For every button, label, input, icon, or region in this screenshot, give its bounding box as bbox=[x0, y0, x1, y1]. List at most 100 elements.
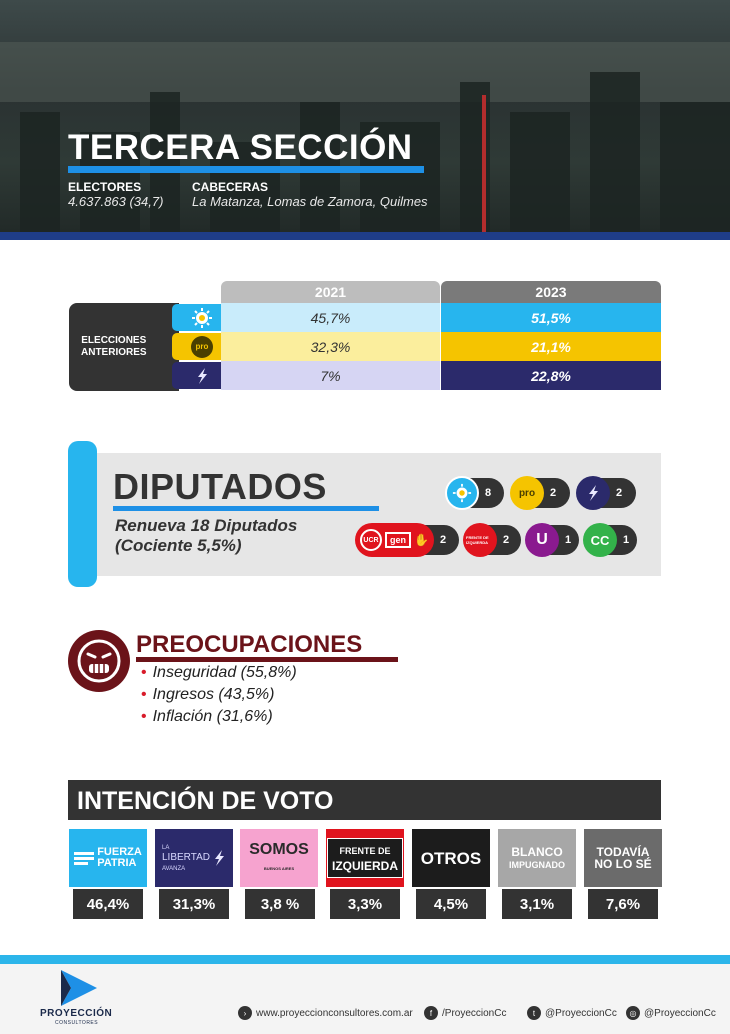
logo-text: OTROS bbox=[420, 848, 482, 868]
cc-icon: CC bbox=[583, 523, 617, 557]
cell-2021-row2: 32,3% bbox=[221, 332, 440, 361]
preocupacion-text: Inflación (31,6%) bbox=[152, 708, 273, 725]
logo-text: LA bbox=[162, 845, 170, 852]
diputados-subtitle-2: (Cociente 5,5%) bbox=[115, 536, 242, 555]
libertad-avanza-icon: LA LIBERTAD AVANZA bbox=[155, 829, 233, 887]
footer bbox=[0, 964, 730, 1034]
proyeccion-logo-icon bbox=[57, 968, 101, 1013]
logo-text: PATRIA bbox=[97, 857, 137, 869]
seat-count: 2 bbox=[616, 487, 623, 499]
preocupacion-item: • Inflación (31,6%) bbox=[141, 708, 273, 725]
seat-badge-u: U 1 bbox=[525, 523, 579, 557]
twitter-link[interactable]: t @ProyeccionCc bbox=[527, 1006, 617, 1020]
twitter-text: @ProyeccionCc bbox=[545, 1007, 617, 1019]
seat-count: 2 bbox=[550, 487, 557, 499]
preocupacion-text: Inseguridad (55,8%) bbox=[152, 664, 297, 681]
vote-pct-fuerza-patria: 46,4% bbox=[73, 889, 143, 919]
vote-pct-libertad-avanza: 31,3% bbox=[159, 889, 229, 919]
seat-badge-frente-izquierda: FRENTE DE IZQUIERDA 2 bbox=[463, 523, 521, 557]
vote-pct-blanco: 3,1% bbox=[502, 889, 572, 919]
electores-label: ELECTORES bbox=[68, 180, 142, 194]
hero-banner bbox=[0, 0, 730, 232]
libertad-icon bbox=[576, 476, 610, 510]
seat-count: 1 bbox=[565, 534, 572, 546]
footer-band bbox=[0, 955, 730, 964]
seat-badge-ucr-gen: UCR gen ✋ 2 bbox=[355, 523, 459, 557]
year-2021-header: 2021 bbox=[221, 281, 440, 303]
seat-count: 2 bbox=[503, 534, 510, 546]
diputados-title: DIPUTADOS bbox=[113, 466, 327, 507]
diputados-accent bbox=[68, 441, 97, 587]
year-2023-header: 2023 bbox=[441, 281, 661, 303]
seat-badge-sun: 8 bbox=[445, 476, 504, 510]
vote-pct-nose: 7,6% bbox=[588, 889, 658, 919]
preocupacion-text: Ingresos (43,5%) bbox=[152, 686, 275, 703]
preocupaciones-underline bbox=[136, 657, 398, 662]
frente-izquierda-icon: FRENTE DE IZQUIERDA bbox=[463, 523, 497, 557]
seat-count: 2 bbox=[439, 534, 447, 546]
cell-2023-row1: 51,5% bbox=[441, 303, 661, 332]
sun-icon bbox=[445, 476, 479, 510]
brand-sub: CONSULTORES bbox=[55, 1020, 99, 1026]
logo-text: FUERZA bbox=[97, 846, 142, 858]
pro-icon-text: pro bbox=[191, 335, 213, 358]
page-title: TERCERA SECCIÓN bbox=[68, 128, 413, 167]
cell-2021-row3: 7% bbox=[221, 361, 440, 390]
gen-text: gen bbox=[385, 532, 412, 548]
cabeceras-label: CABECERAS bbox=[192, 180, 269, 194]
seat-badge-libertad: 2 bbox=[576, 476, 636, 510]
blanco-icon: BLANCO IMPUGNADO bbox=[498, 829, 576, 887]
arrow-right-icon: › bbox=[238, 1006, 252, 1020]
twitter-icon: t bbox=[527, 1006, 541, 1020]
logo-text: LIBERTAD bbox=[162, 851, 210, 863]
logo-text: BLANCO bbox=[511, 845, 563, 859]
logo-text: BUENOS AIRES bbox=[263, 866, 295, 871]
pro-icon: pro bbox=[510, 476, 544, 510]
instagram-link[interactable]: ◎ @ProyeccionCc bbox=[626, 1006, 716, 1020]
seat-count: 1 bbox=[623, 534, 630, 546]
hero-divider bbox=[0, 232, 730, 240]
logo-text: NO LO SÉ bbox=[594, 857, 652, 871]
logo-text: IMPUGNADO bbox=[509, 860, 565, 870]
u-icon: U bbox=[525, 523, 559, 557]
seat-count: 8 bbox=[485, 487, 492, 499]
electores-value: 4.637.863 (34,7) bbox=[68, 194, 164, 209]
intencion-title: INTENCIÓN DE VOTO bbox=[77, 787, 334, 815]
nose-icon: TODAVÍA NO LO SÉ bbox=[584, 829, 662, 887]
instagram-text: @ProyeccionCc bbox=[644, 1007, 716, 1019]
logo-text: SOMOS bbox=[249, 841, 309, 858]
somos-icon: SOMOS BUENOS AIRES bbox=[240, 829, 318, 887]
ucr-gen-icon: UCR gen ✋ bbox=[355, 523, 434, 557]
seat-badge-pro: pro 2 bbox=[510, 476, 570, 510]
instagram-icon: ◎ bbox=[626, 1006, 640, 1020]
frente-izquierda-icon: FRENTE DE IZQUIERDA bbox=[326, 829, 404, 887]
vote-pct-frente-izquierda: 3,3% bbox=[330, 889, 400, 919]
facebook-icon: f bbox=[424, 1006, 438, 1020]
cell-2023-row2: 21,1% bbox=[441, 332, 661, 361]
title-underline bbox=[68, 166, 424, 173]
logo-text: FRENTE DE bbox=[339, 846, 391, 856]
elecciones-anteriores-label: ELECCIONES ANTERIORES bbox=[69, 303, 179, 391]
angry-face-icon bbox=[68, 630, 130, 692]
ea-line1: ELECCIONES bbox=[81, 335, 147, 346]
diputados-underline bbox=[113, 506, 379, 511]
website-text: www.proyeccionconsultores.com.ar bbox=[256, 1007, 413, 1019]
cell-2023-row3: 22,8% bbox=[441, 361, 661, 390]
cabeceras-value: La Matanza, Lomas de Zamora, Quilmes bbox=[192, 194, 428, 209]
preocupacion-item: • Inseguridad (55,8%) bbox=[141, 664, 297, 681]
ea-line2: ANTERIORES bbox=[81, 347, 147, 358]
seat-badge-cc: CC 1 bbox=[583, 523, 637, 557]
preocupacion-item: • Ingresos (43,5%) bbox=[141, 686, 275, 703]
vote-pct-somos: 3,8 % bbox=[245, 889, 315, 919]
preocupaciones-title: PREOCUPACIONES bbox=[136, 631, 363, 658]
logo-text: TODAVÍA bbox=[596, 845, 650, 859]
cell-2021-row1: 45,7% bbox=[221, 303, 440, 332]
otros-icon: OTROS bbox=[412, 829, 490, 887]
vote-pct-otros: 4,5% bbox=[416, 889, 486, 919]
facebook-link[interactable]: f /ProyeccionCc bbox=[424, 1006, 506, 1020]
facebook-text: /ProyeccionCc bbox=[442, 1007, 507, 1019]
fuerza-patria-icon: FUERZA PATRIA bbox=[69, 829, 147, 887]
website-link[interactable]: › www.proyeccionconsultores.com.ar bbox=[238, 1006, 413, 1020]
ucr-text: UCR bbox=[360, 529, 382, 551]
logo-text: IZQUIERDA bbox=[332, 859, 398, 873]
